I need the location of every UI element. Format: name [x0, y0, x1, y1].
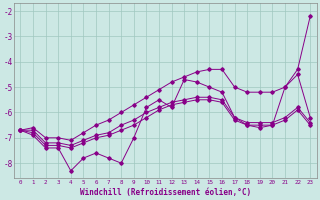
X-axis label: Windchill (Refroidissement éolien,°C): Windchill (Refroidissement éolien,°C) [80, 188, 251, 197]
